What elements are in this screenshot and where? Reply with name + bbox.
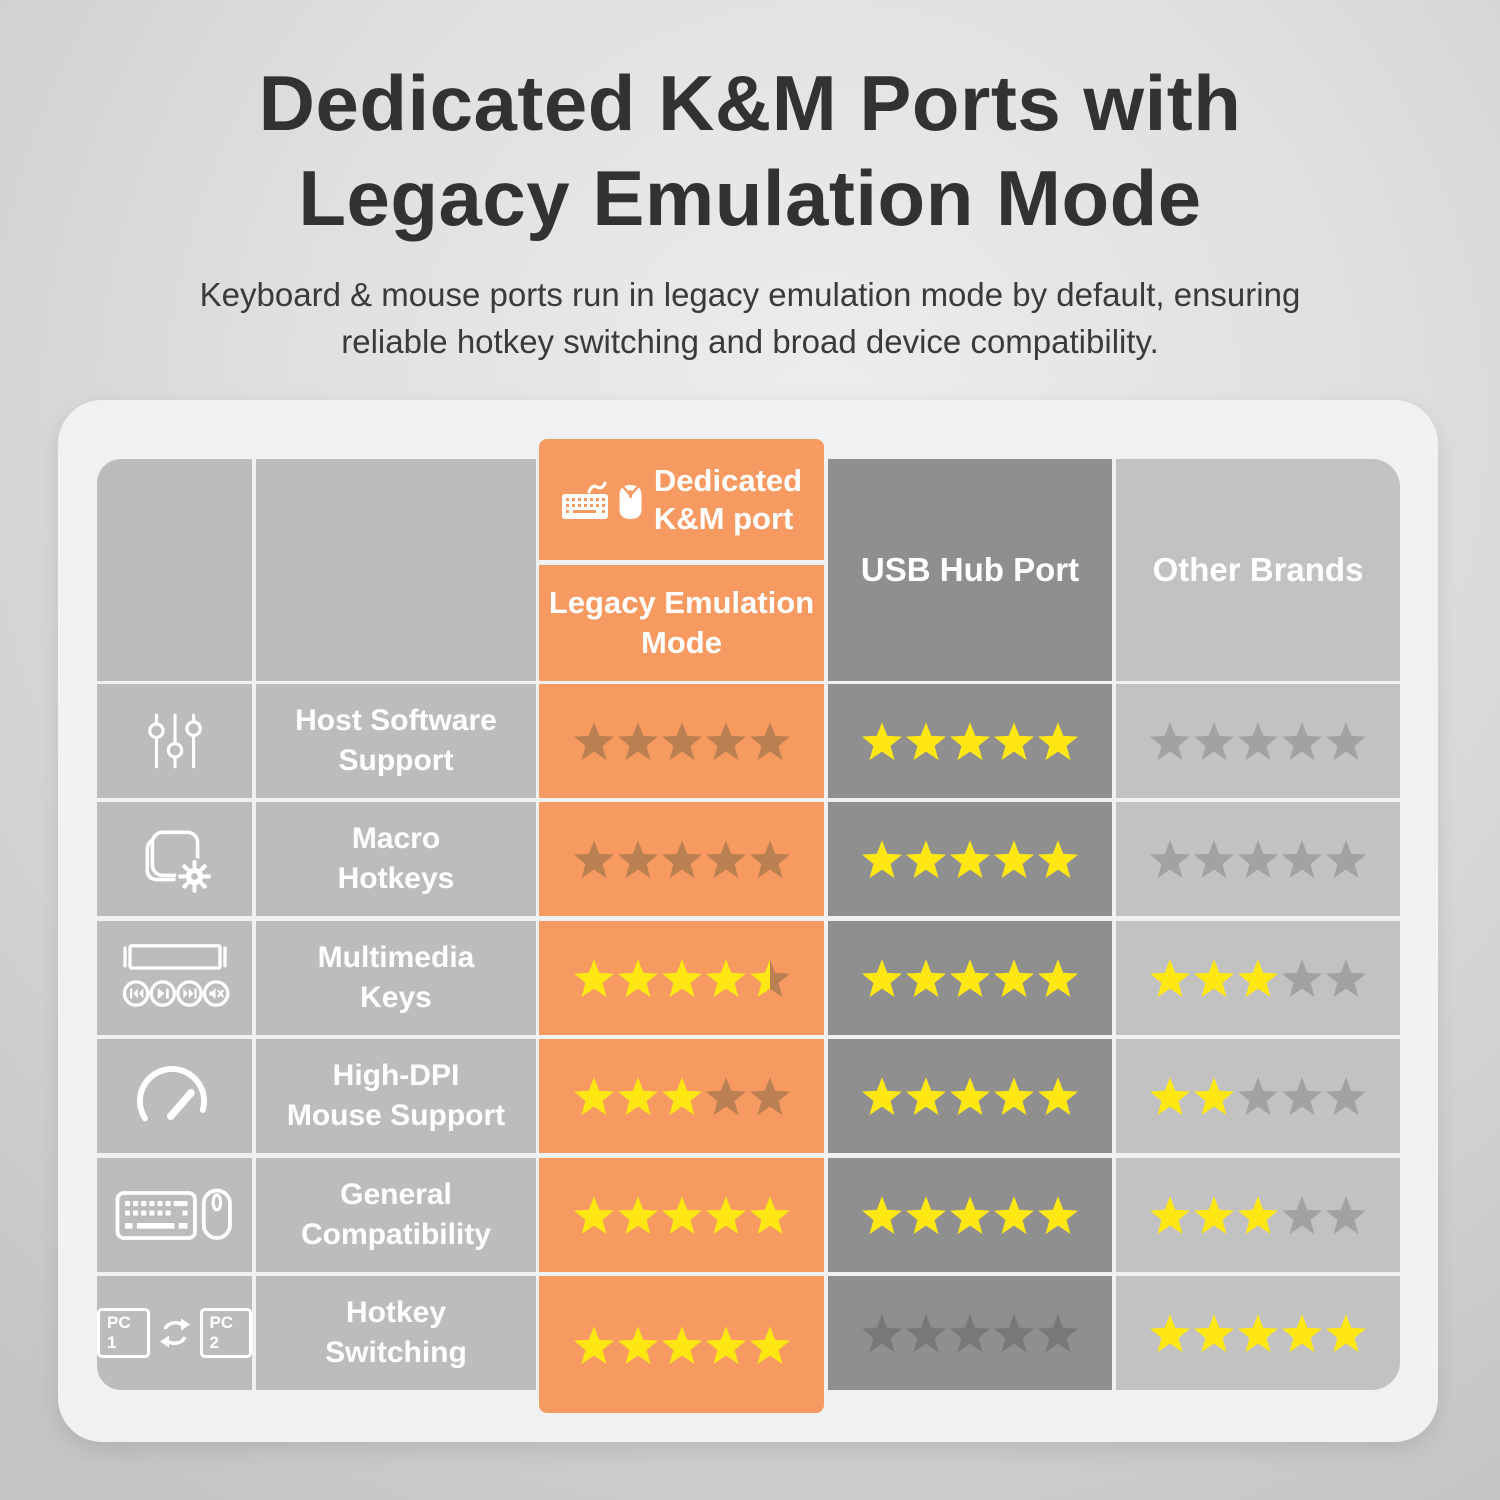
page-title: Dedicated K&M Ports with Legacy Emulatio…	[0, 56, 1500, 246]
star-rating	[572, 1076, 792, 1116]
feature-label-cell: Host Software Support	[256, 684, 536, 798]
star-rating	[860, 839, 1080, 879]
star-rating	[1148, 958, 1368, 998]
rating-cell-usb-high-dpi	[828, 1039, 1112, 1153]
star-rating	[1148, 1076, 1368, 1116]
feature-icon-cell	[97, 1039, 252, 1153]
star-rating	[1148, 721, 1368, 761]
header-feature-cell	[256, 459, 536, 681]
speedometer-icon	[132, 1065, 218, 1127]
rating-cell-usb-general-compatibility	[828, 1158, 1112, 1272]
km-header-icons	[561, 479, 644, 521]
rating-cell-usb-host-software	[828, 684, 1112, 798]
rating-cell-km-host-software	[539, 684, 824, 798]
star-rating	[572, 958, 792, 998]
feature-label: Macro Hotkeys	[337, 822, 455, 895]
rating-cell-km-general-compatibility	[539, 1158, 824, 1272]
feature-label-cell: High-DPI Mouse Support	[256, 1039, 536, 1153]
star-rating	[1148, 839, 1368, 879]
star-rating	[860, 958, 1080, 998]
macro-pad-icon	[136, 820, 214, 898]
rating-cell-other-macro-hotkeys	[1116, 802, 1400, 916]
rating-cell-km-high-dpi	[539, 1039, 824, 1153]
feature-label: Multimedia Keys	[317, 941, 475, 1014]
keyboard-mouse-icon	[115, 1183, 235, 1248]
feature-label-cell: General Compatibility	[256, 1158, 536, 1272]
page-title-line1: Dedicated K&M Ports with	[258, 59, 1242, 147]
comparison-card: USB Hub Port Other Brands	[58, 400, 1438, 1442]
page-subtitle: Keyboard & mouse ports run in legacy emu…	[0, 272, 1500, 366]
mouse-icon	[617, 481, 644, 521]
page-title-line2: Legacy Emulation Mode	[298, 154, 1202, 243]
page-subtitle-line1: Keyboard & mouse ports run in legacy emu…	[199, 276, 1301, 313]
feature-label: High-DPI Mouse Support	[286, 1059, 506, 1132]
rating-cell-km-multimedia-keys	[539, 921, 824, 1035]
rating-cell-usb-hotkey-switching	[828, 1276, 1112, 1390]
km-column-mode-header: Legacy Emulation Mode	[539, 565, 824, 681]
feature-label-cell: Macro Hotkeys	[256, 802, 536, 916]
star-rating	[572, 721, 792, 761]
rating-cell-usb-macro-hotkeys	[828, 802, 1112, 916]
star-rating	[860, 1076, 1080, 1116]
page-subtitle-line2: reliable hotkey switching and broad devi…	[341, 322, 1159, 360]
km-column-title: Dedicated K&M port	[653, 462, 803, 536]
other-brands-label: Other Brands	[1152, 551, 1364, 588]
feature-label-cell: Multimedia Keys	[256, 921, 536, 1035]
feature-icon-cell	[97, 1158, 252, 1272]
rating-cell-other-general-compatibility	[1116, 1158, 1400, 1272]
feature-label: Host Software Support	[295, 704, 497, 777]
feature-icon-cell	[97, 921, 252, 1035]
header-other-brands: Other Brands	[1116, 459, 1400, 681]
pc2-box: PC 2	[199, 1307, 252, 1359]
sliders-icon	[142, 708, 208, 774]
star-rating	[860, 1313, 1080, 1353]
feature-icon-cell: PC 1 PC 2	[97, 1276, 252, 1390]
keyboard-icon	[561, 479, 611, 521]
pc1-box: PC 1	[97, 1307, 150, 1359]
rating-cell-other-host-software	[1116, 684, 1400, 798]
rating-cell-usb-multimedia-keys	[828, 921, 1112, 1035]
star-rating	[572, 1195, 792, 1235]
rating-cell-other-multimedia-keys	[1116, 921, 1400, 1035]
rating-cell-km-macro-hotkeys	[539, 802, 824, 916]
star-rating	[572, 839, 792, 879]
usb-hub-port-label: USB Hub Port	[860, 551, 1080, 588]
feature-icon-cell	[97, 802, 252, 916]
feature-label: General Compatibility	[300, 1178, 491, 1251]
star-rating	[860, 721, 1080, 761]
feature-label-cell: Hotkey Switching	[256, 1276, 536, 1390]
rating-cell-other-hotkey-switching	[1116, 1276, 1400, 1390]
star-rating	[860, 1195, 1080, 1235]
legacy-emulation-mode-label: Legacy Emulation Mode	[548, 585, 815, 660]
feature-label: Hotkey Switching	[325, 1296, 467, 1369]
multimedia-keys-icon	[119, 938, 231, 1018]
header-usb-hub-port: USB Hub Port	[828, 459, 1112, 681]
rating-cell-km-hotkey-switching	[539, 1276, 824, 1413]
pc-switch-icon: PC 1 PC 2	[97, 1307, 252, 1359]
swap-arrows-icon	[158, 1317, 192, 1349]
star-rating	[1148, 1313, 1368, 1353]
feature-icon-cell	[97, 684, 252, 798]
star-rating	[572, 1325, 792, 1365]
header-icon-cell	[97, 459, 252, 681]
rating-cell-other-high-dpi	[1116, 1039, 1400, 1153]
km-column-header: Dedicated K&M port	[539, 439, 824, 560]
star-rating	[1148, 1195, 1368, 1235]
